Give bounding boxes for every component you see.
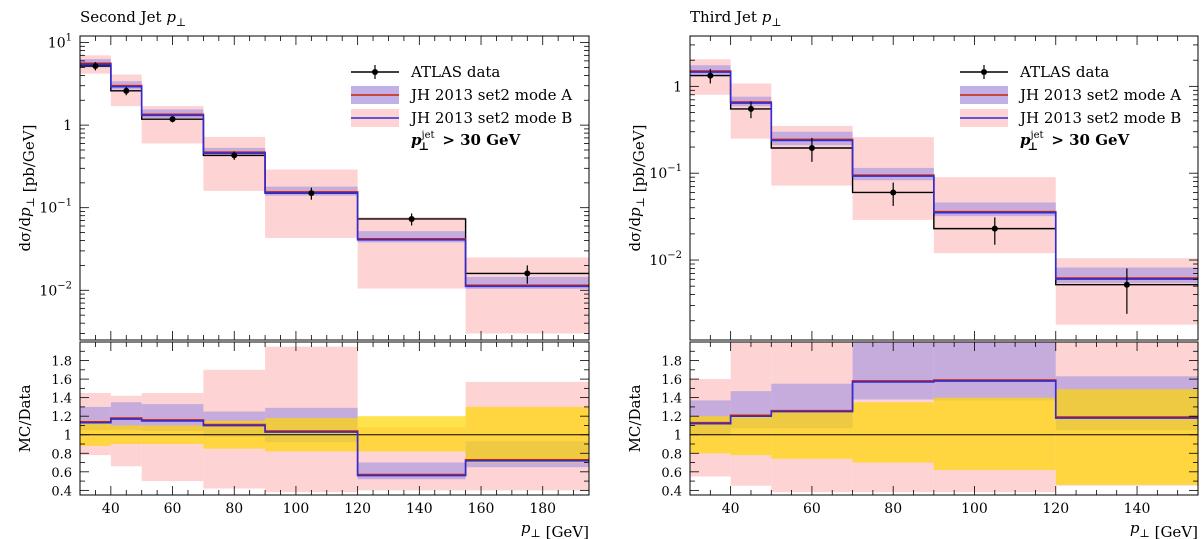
legend-mode-b-label: JH 2013 set2 mode B [1018,109,1181,127]
x-tick-label: 120 [344,501,371,517]
legend-data-label: ATLAS data [1019,63,1109,81]
y-axis-label: dσ/dp⊥ [pb/GeV] [626,125,648,252]
mode-a-band [357,231,466,243]
x-tick-label: 100 [961,501,988,517]
x-tick-label: 140 [1124,501,1151,517]
y-tick-label: 10−1 [39,198,72,217]
data-point [123,87,130,94]
ratio-data-uncertainty-band [933,397,1056,470]
ratio-mode-a-band [852,342,934,400]
data-point [169,116,176,123]
x-tick-label: 180 [529,501,556,517]
data-point [92,62,99,69]
main-plot-frame [689,35,1199,341]
legend-mode-a-label: JH 2013 set2 mode A [409,86,572,104]
cut-annotation: pjet ⊥ > 30 GeV [411,130,521,153]
ratio-y-tick-label: 1.4 [661,392,682,407]
x-tick-label: 160 [468,501,495,517]
mode-b-band [203,136,266,191]
ratio-y-tick-label: 1.2 [51,410,72,425]
ratio-y-tick-label: 1.2 [661,410,682,425]
x-tick-label: 60 [803,501,821,517]
data-point [890,189,897,196]
ratio-mode-a-band [357,462,466,480]
y-tick-label: 10−2 [649,250,682,269]
second-jet-panel: Second Jet p⊥ 40 60 80 100 120 140 160 180 p⊥ [Ge… [16,8,590,539]
x-tick-label: 40 [102,501,120,517]
ratio-plot-frame [79,341,590,496]
ratio-y-tick-label: 0.6 [661,466,682,481]
x-tick-label: 40 [722,501,740,517]
ratio-y-tick-label: 1.4 [51,392,72,407]
ratio-y-tick-label: 0.6 [51,466,72,481]
legend-data-marker [372,69,378,75]
mode-b-line [690,71,1198,280]
chart-title: Second Jet p⊥ [80,8,186,29]
ratio-data-uncertainty-band [357,416,466,452]
data-point [308,190,315,197]
x-tick-label: 80 [225,501,243,517]
x-tick-label: 140 [406,501,433,517]
legend-data-label: ATLAS data [410,63,500,81]
legend-mode-b-label: JH 2013 set2 mode B [409,109,572,127]
data-point [231,152,238,159]
data-point [408,215,415,222]
x-axis-label: p⊥ [GeV] [521,519,589,539]
ratio-y-tick-label: 1.8 [51,355,72,370]
data-point [524,270,531,277]
x-tick-label: 100 [283,501,310,517]
x-tick-label: 120 [1042,501,1069,517]
y-tick-label: 1 [63,118,72,134]
ratio-y-tick-label: 0.4 [661,484,682,499]
ratio-y-tick-label: 0.4 [51,484,72,499]
y-tick-label: 10−1 [649,163,682,182]
ratio-y-tick-label: 0.8 [661,447,682,462]
cut-annotation: pjet ⊥ > 30 GeV [1020,130,1130,153]
ratio-y-tick-label: 0.8 [51,447,72,462]
y-tick-label: 101 [48,33,72,52]
mode-a-band [852,167,934,181]
y-axis-label: dσ/dp⊥ [pb/GeV] [16,125,38,252]
y-tick-label: 10−2 [39,280,72,299]
x-axis-label: p⊥ [GeV] [1130,519,1198,539]
ratio-mode-b-line [80,418,589,477]
data-point [707,72,714,79]
legend-mode-a-label: JH 2013 set2 mode A [1018,86,1181,104]
ratio-y-axis-label: MC/Data [626,385,644,453]
ratio-y-axis-label: MC/Data [16,385,34,453]
ratio-y-tick-label: 1.6 [51,373,72,388]
ratio-y-tick-label: 1.6 [661,373,682,388]
mode-b-band [265,169,358,238]
ratio-data-uncertainty-band [1055,389,1198,485]
legend-data-marker [981,69,987,75]
main-plot-frame [79,35,590,341]
chart-title: Third Jet p⊥ [690,8,782,29]
mode-a-band [933,202,1056,217]
y-tick-label: 1 [673,79,682,95]
data-point [808,145,815,152]
data-point [1123,281,1130,288]
third-jet-panel: Third Jet p⊥ 40 60 80 100 120 140 p⊥ [GeV] 1 10−1… [626,8,1199,539]
ratio-y-tick-label: 1 [674,429,682,444]
ratio-mode-a-line [80,417,589,476]
ratio-mode-b-line [690,380,1198,425]
ratio-mode-a-band [933,342,1056,401]
x-tick-label: 80 [884,501,902,517]
ratio-data-uncertainty-band [852,402,934,463]
ratio-plot-frame [689,341,1199,496]
ratio-y-tick-label: 1.8 [661,355,682,370]
data-point [747,105,754,112]
x-tick-label: 60 [164,501,182,517]
ratio-y-tick-label: 1 [64,429,72,444]
mode-b-band [357,217,466,289]
data-point [991,225,998,232]
